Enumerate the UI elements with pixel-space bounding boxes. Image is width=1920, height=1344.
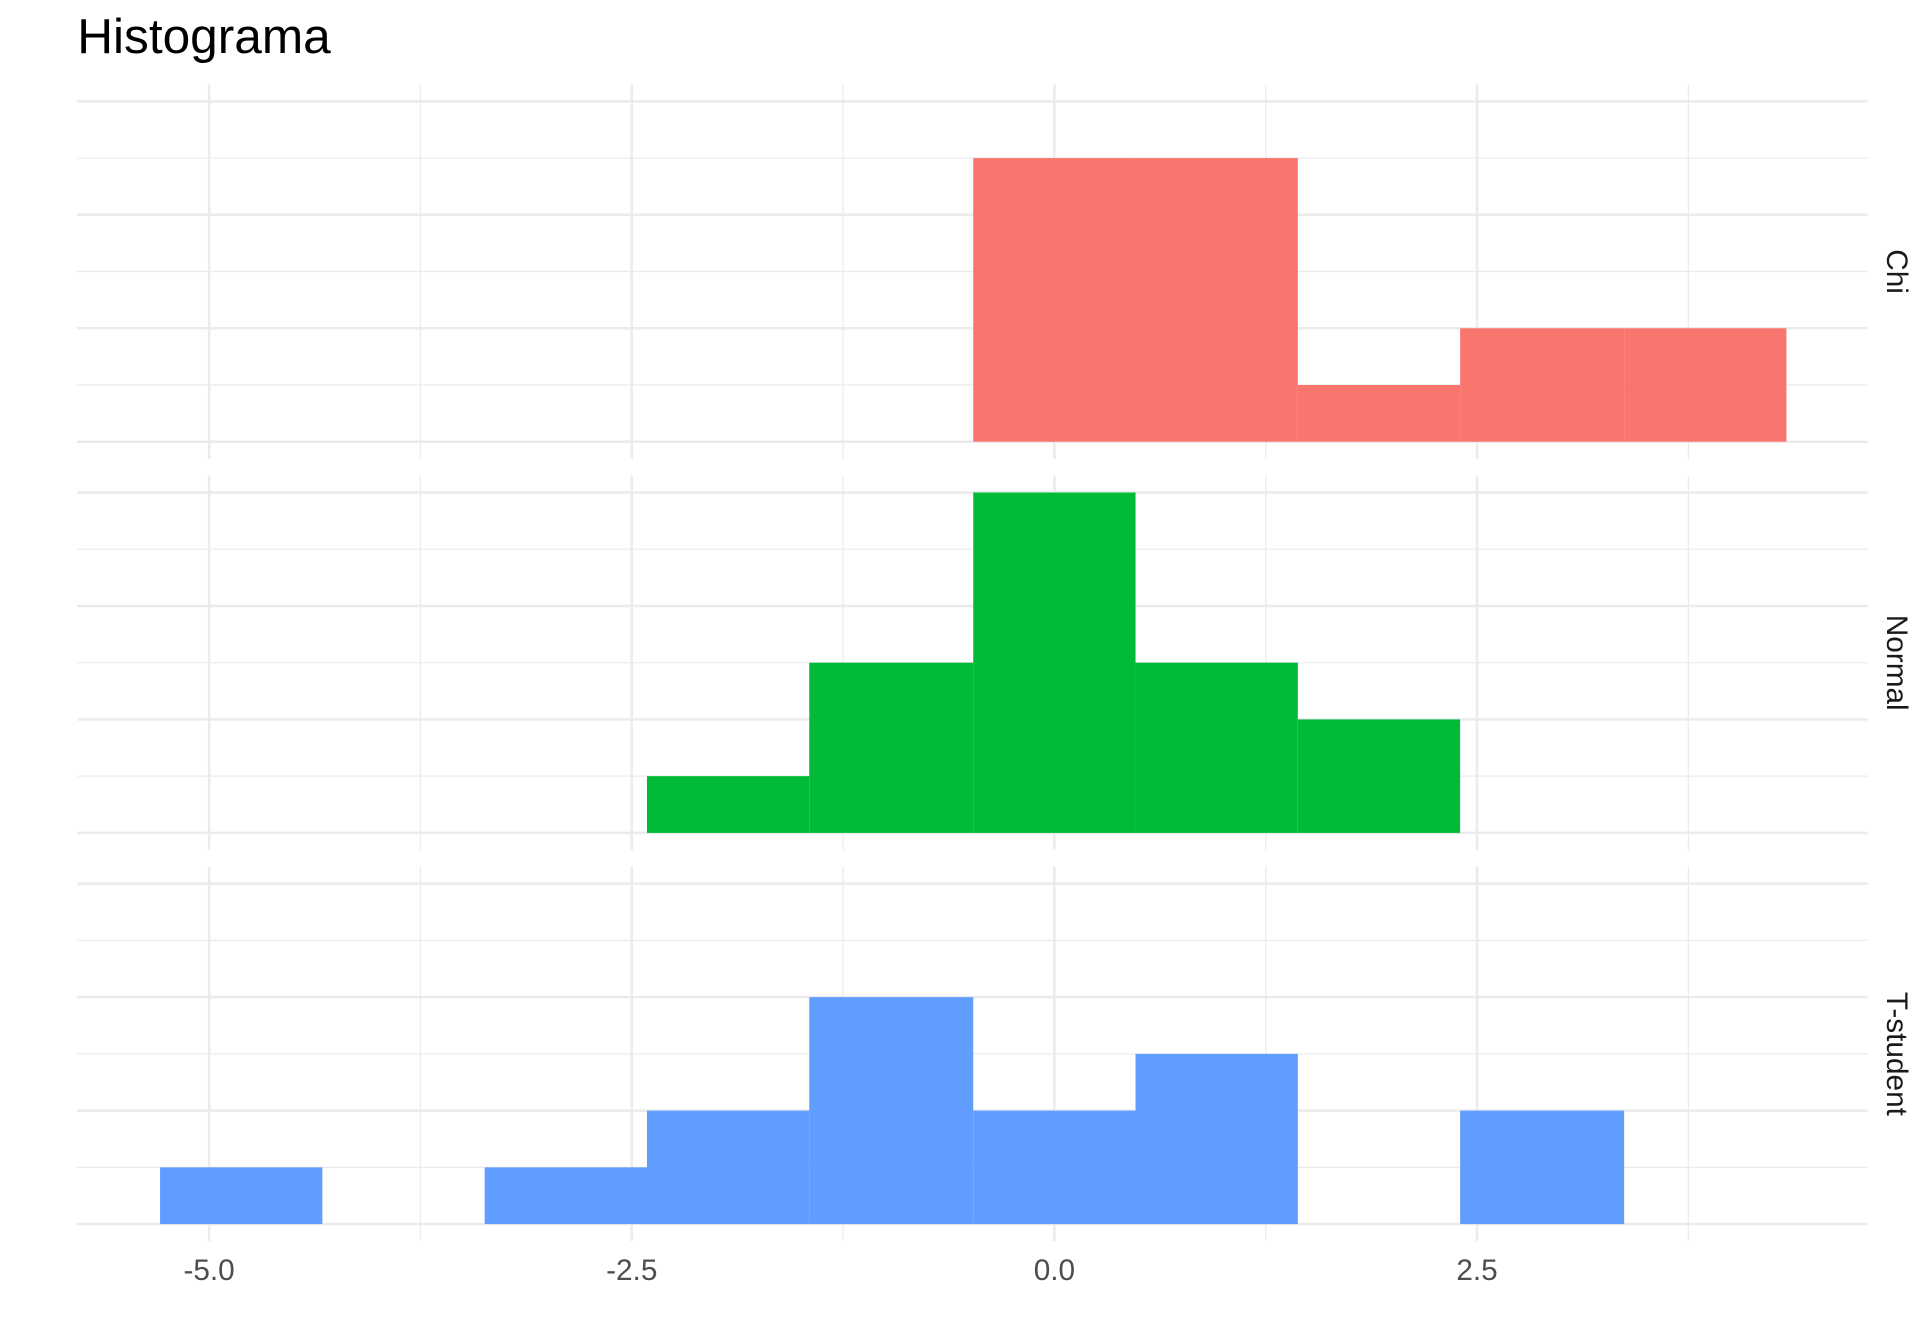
histogram-bar	[1297, 384, 1461, 442]
x-tick-label: -2.5	[606, 1254, 657, 1287]
histogram-bar	[484, 1167, 647, 1225]
chart-title: Histograma	[77, 8, 331, 64]
histogram-bar	[646, 776, 810, 833]
histogram-bar	[1460, 328, 1625, 442]
x-tick-label: -5.0	[183, 1254, 234, 1287]
histogram-bar	[809, 997, 974, 1225]
facet-label: Chi	[1880, 249, 1913, 294]
histogram-bar	[160, 1167, 323, 1225]
histogram-bar	[973, 492, 1136, 833]
facet-label: T-student	[1880, 992, 1913, 1117]
histogram-bar	[1624, 328, 1787, 442]
x-tick-label: 2.5	[1456, 1254, 1497, 1287]
histogram-bar	[1135, 662, 1298, 833]
histogram-bar	[1460, 1110, 1625, 1225]
histogram-bar	[1135, 158, 1298, 442]
facet-label: Normal	[1880, 615, 1913, 711]
histogram-bar	[1135, 1053, 1298, 1225]
histogram-bar	[1297, 719, 1461, 833]
histogram-bar	[646, 1110, 810, 1225]
histogram-bar	[973, 158, 1136, 442]
x-tick-label: 0.0	[1034, 1254, 1075, 1287]
histogram-bar	[973, 1110, 1136, 1225]
histogram-bar	[809, 662, 974, 833]
